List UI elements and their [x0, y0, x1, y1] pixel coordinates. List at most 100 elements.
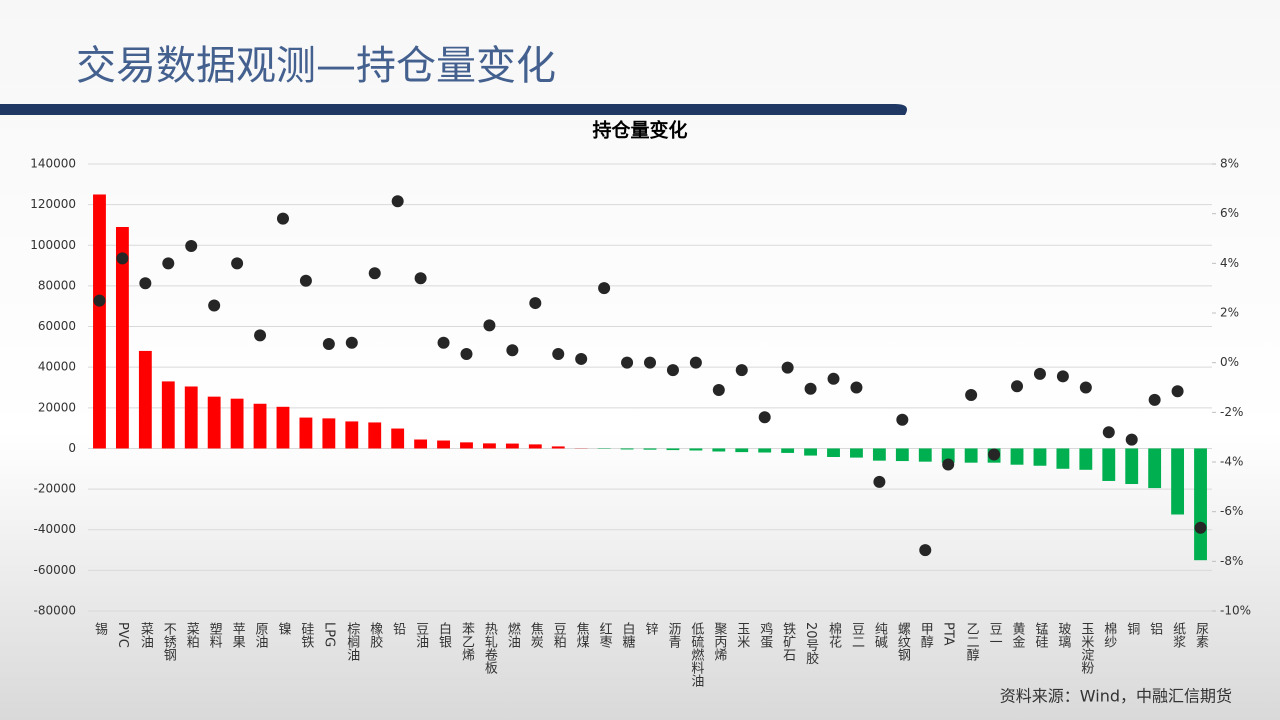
x-tick-label: 红枣 — [597, 621, 613, 648]
x-tick-label: LPG — [321, 622, 336, 647]
bar — [781, 448, 795, 453]
dot — [1102, 426, 1115, 439]
y2-tick-label: 8% — [1220, 157, 1239, 171]
dot — [644, 356, 656, 369]
bar — [620, 448, 634, 450]
dot — [735, 364, 748, 377]
chart-title: 持仓量变化 — [592, 119, 687, 142]
bar — [528, 444, 542, 449]
x-tick-label: 豆油 — [413, 622, 429, 648]
bar — [483, 443, 496, 449]
x-tick-label: 白银 — [436, 621, 452, 648]
y2-tick-label: -10% — [1220, 604, 1251, 618]
dot — [712, 383, 725, 396]
x-tick-label: 聚丙烯 — [711, 622, 727, 661]
bar — [1079, 448, 1093, 470]
y-tick-label: 140000 — [30, 157, 76, 171]
x-tick-label: PTA — [941, 622, 956, 646]
dot — [162, 257, 175, 270]
dot — [208, 299, 221, 312]
dot — [231, 257, 244, 270]
bar — [184, 386, 198, 449]
y-tick-label: 40000 — [38, 360, 76, 374]
bar — [712, 448, 726, 452]
x-tick-label: 棉纱 — [1101, 622, 1117, 648]
dot — [827, 372, 840, 385]
x-tick-label: 塑料 — [207, 622, 223, 648]
x-tick-label: 铅 — [390, 622, 406, 635]
y-tick-label: 0 — [68, 441, 76, 455]
dot — [185, 239, 198, 252]
x-tick-label: 原油 — [253, 622, 269, 648]
x-tick-label: 棉花 — [826, 622, 842, 649]
dot — [1148, 393, 1161, 406]
bar — [872, 448, 886, 461]
y-tick-label: -80000 — [33, 604, 76, 618]
bar — [666, 448, 680, 451]
bar — [322, 418, 336, 449]
dot — [529, 297, 542, 310]
bar — [850, 448, 863, 458]
bar — [964, 448, 978, 463]
dot — [621, 356, 634, 369]
bar — [345, 421, 359, 449]
x-tick-label: 沥青 — [665, 622, 681, 648]
dot — [781, 361, 794, 374]
x-tick-label: 锰硅 — [1032, 622, 1048, 648]
dot — [1033, 367, 1046, 380]
y2-tick-label: 2% — [1220, 306, 1239, 320]
y2-tick-label: 6% — [1220, 206, 1239, 220]
x-tick-label: 菜粕 — [184, 622, 200, 648]
x-tick-label: 燃油 — [505, 621, 521, 648]
y2-tick-label: -6% — [1220, 504, 1243, 518]
y2-tick-label: 4% — [1220, 256, 1239, 270]
bar — [689, 448, 703, 451]
bar — [1194, 448, 1207, 561]
dot — [1079, 381, 1092, 394]
plot: -80000 -60000 -40000 -20000 0 20000 40000 60000… — [30, 157, 1251, 688]
dot — [506, 344, 519, 357]
bar — [161, 381, 175, 449]
bar — [414, 439, 428, 449]
bar — [460, 442, 473, 449]
dot — [483, 319, 496, 332]
x-tick-label: 玉米 — [734, 622, 750, 648]
x-tick-label: 豆二 — [849, 622, 865, 648]
y-tick-label: 20000 — [38, 400, 76, 414]
dot — [850, 381, 863, 394]
x-tick-label: 玻璃 — [1055, 622, 1071, 648]
x-tick-label: 硅铁 — [298, 622, 314, 648]
dot — [689, 356, 702, 369]
x-tick-label: 鸡蛋 — [757, 621, 773, 649]
x-tick-label: 豆粕 — [551, 622, 567, 648]
y-tick-label: 80000 — [38, 278, 76, 292]
bar — [804, 448, 817, 456]
dot — [391, 195, 404, 208]
bar — [93, 194, 106, 449]
x-tick-label: 纸浆 — [1170, 622, 1186, 648]
x-tick-label: 白糖 — [620, 621, 636, 649]
x-tick-label: 苯乙烯 — [459, 622, 475, 661]
x-tick-label: 焦炭 — [528, 622, 544, 649]
bar — [207, 396, 221, 449]
x-tick-label: 锡 — [92, 622, 108, 635]
x-tick-label: 螺纹钢 — [895, 622, 911, 662]
dot — [552, 347, 565, 360]
x-tick-label: 橡胶 — [367, 622, 383, 649]
title-bar — [0, 104, 908, 115]
dot — [1125, 433, 1138, 446]
x-tick-label: 棕榈油 — [344, 622, 360, 661]
dot — [322, 338, 335, 351]
dot — [575, 352, 588, 365]
bar — [941, 448, 955, 463]
bar — [895, 448, 909, 462]
x-tick-label: 尿素 — [1193, 622, 1209, 648]
x-tick-label: 豆一 — [987, 622, 1003, 648]
bar — [1056, 448, 1070, 469]
x-tick-label: 苹果 — [230, 622, 246, 648]
y2-tick-label: -8% — [1220, 554, 1243, 568]
bar — [276, 406, 290, 449]
bar — [253, 403, 267, 449]
